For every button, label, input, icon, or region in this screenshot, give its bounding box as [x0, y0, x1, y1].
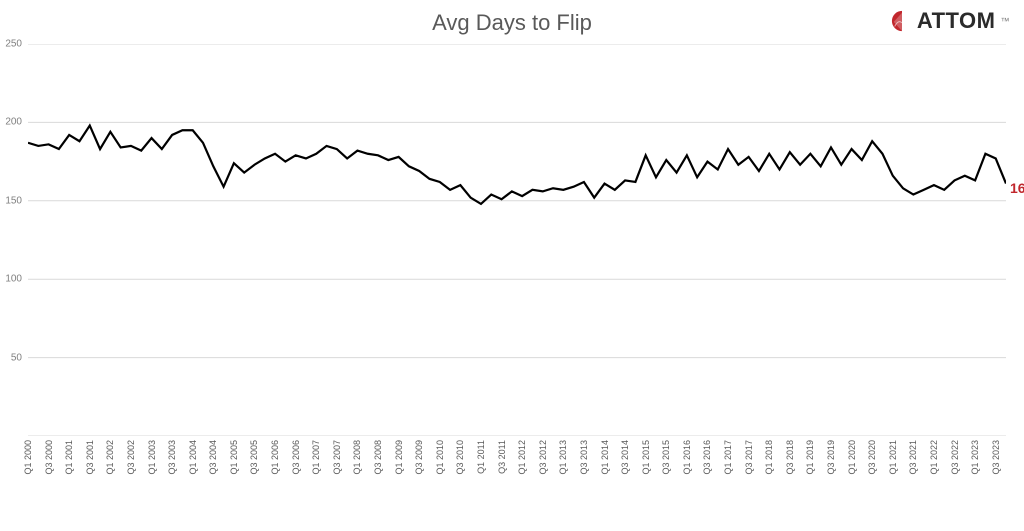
- x-tick-label: Q3 2018: [785, 440, 795, 475]
- data-line: [28, 126, 1006, 204]
- x-tick-label: Q1 2021: [888, 440, 898, 475]
- brand-mark-icon: [891, 10, 913, 32]
- x-tick-label: Q3 2014: [620, 440, 630, 475]
- chart-title: Avg Days to Flip: [0, 10, 1024, 36]
- end-value-callout: 161: [1010, 180, 1024, 196]
- x-tick-label: Q3 2007: [332, 440, 342, 475]
- brand-tm: ™: [1001, 16, 1011, 26]
- plot-area: 50100150200250 161: [28, 44, 1006, 436]
- y-tick-label: 200: [5, 117, 28, 128]
- x-tick-label: Q3 2004: [208, 440, 218, 475]
- x-tick-label: Q1 2006: [270, 440, 280, 475]
- x-tick-label: Q3 2016: [702, 440, 712, 475]
- x-tick-label: Q3 2005: [249, 440, 259, 475]
- x-tick-label: Q1 2000: [23, 440, 33, 475]
- x-tick-label: Q3 2015: [661, 440, 671, 475]
- x-tick-label: Q3 2010: [455, 440, 465, 475]
- x-tick-label: Q1 2013: [558, 440, 568, 475]
- x-tick-label: Q3 2006: [291, 440, 301, 475]
- y-tick-label: 150: [5, 195, 28, 206]
- x-tick-label: Q1 2022: [929, 440, 939, 475]
- x-tick-label: Q1 2010: [435, 440, 445, 475]
- x-tick-label: Q1 2008: [352, 440, 362, 475]
- x-tick-label: Q1 2020: [847, 440, 857, 475]
- x-tick-label: Q3 2017: [744, 440, 754, 475]
- x-tick-label: Q3 2020: [867, 440, 877, 475]
- x-tick-label: Q1 2018: [764, 440, 774, 475]
- x-tick-label: Q3 2003: [167, 440, 177, 475]
- x-tick-label: Q1 2014: [600, 440, 610, 475]
- x-tick-label: Q1 2016: [682, 440, 692, 475]
- x-tick-label: Q3 2019: [826, 440, 836, 475]
- x-tick-label: Q3 2013: [579, 440, 589, 475]
- x-tick-label: Q3 2022: [950, 440, 960, 475]
- x-tick-label: Q1 2017: [723, 440, 733, 475]
- x-tick-label: Q3 2011: [497, 440, 507, 474]
- line-chart-svg: [28, 44, 1006, 436]
- x-tick-label: Q1 2004: [188, 440, 198, 475]
- x-tick-label: Q1 2011: [476, 440, 486, 474]
- x-tick-label: Q1 2009: [394, 440, 404, 475]
- x-tick-label: Q3 2000: [44, 440, 54, 475]
- x-tick-label: Q1 2023: [970, 440, 980, 475]
- x-tick-label: Q1 2001: [64, 440, 74, 475]
- gridlines: [28, 44, 1006, 436]
- y-tick-label: 100: [5, 274, 28, 285]
- x-tick-label: Q1 2002: [105, 440, 115, 475]
- x-tick-label: Q1 2005: [229, 440, 239, 475]
- x-tick-label: Q1 2019: [805, 440, 815, 475]
- x-tick-label: Q3 2023: [991, 440, 1001, 475]
- x-tick-label: Q3 2002: [126, 440, 136, 475]
- x-axis-labels: Q1 2000Q3 2000Q1 2001Q3 2001Q1 2002Q3 20…: [28, 440, 1006, 526]
- x-tick-label: Q3 2012: [538, 440, 548, 475]
- x-tick-label: Q3 2001: [85, 440, 95, 475]
- chart-container: Avg Days to Flip ATTOM ™ 50100150200250 …: [0, 0, 1024, 531]
- y-tick-label: 50: [11, 352, 28, 363]
- brand-logo: ATTOM ™: [891, 8, 1010, 34]
- x-tick-label: Q1 2012: [517, 440, 527, 475]
- x-tick-label: Q1 2003: [147, 440, 157, 475]
- x-tick-label: Q1 2015: [641, 440, 651, 475]
- x-tick-label: Q3 2009: [414, 440, 424, 475]
- brand-text: ATTOM: [917, 8, 996, 34]
- x-tick-label: Q1 2007: [311, 440, 321, 475]
- x-tick-label: Q3 2008: [373, 440, 383, 475]
- x-tick-label: Q3 2021: [908, 440, 918, 475]
- y-tick-label: 250: [5, 39, 28, 50]
